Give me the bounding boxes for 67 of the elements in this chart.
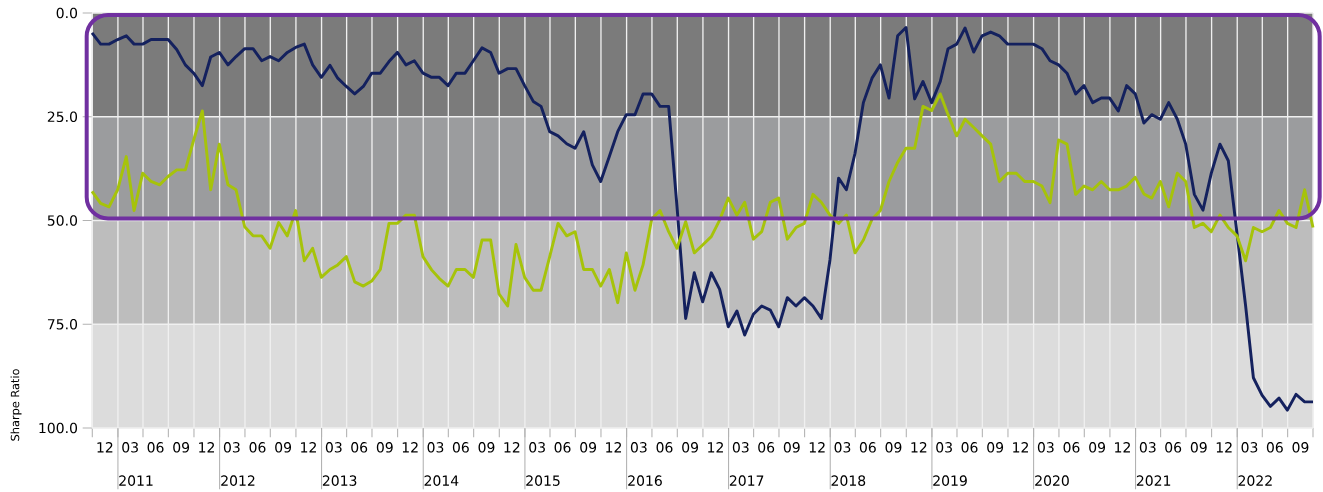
- x-tick-label: 06: [1063, 442, 1080, 453]
- x-tick-label: 09: [682, 442, 699, 453]
- y-axis-title: Sharpe Ratio: [10, 369, 22, 441]
- x2-tick-label: 2018: [831, 475, 866, 486]
- x-tick-label: 09: [1190, 442, 1207, 453]
- x-tick-label: 09: [987, 442, 1004, 453]
- x-tick-label: 06: [351, 442, 368, 453]
- x2-tick-label: 2019: [933, 475, 967, 486]
- x-tick-label: 09: [580, 442, 597, 453]
- x-tick-label: 12: [1115, 442, 1130, 453]
- x-tick-label: 12: [606, 442, 622, 453]
- x2-tick-label: 2015: [526, 475, 560, 486]
- y-tick-label: 75.0: [47, 318, 78, 330]
- x-tick-label: 06: [249, 442, 266, 453]
- x-tick-label: 03: [1037, 442, 1054, 453]
- x-tick-label: 03: [732, 442, 749, 453]
- x-tick-label: 03: [427, 442, 444, 453]
- x-tick-label: 12: [504, 442, 520, 453]
- line-series: [90, 92, 1315, 308]
- x-tick-label: 03: [630, 442, 647, 453]
- y-tick-label: 100.0: [39, 422, 78, 434]
- x-tick-label: 12: [301, 442, 316, 453]
- y-tick-label: 50.0: [47, 215, 78, 226]
- x-tick-label: 03: [1241, 442, 1258, 453]
- x-tick-label: 09: [478, 442, 495, 453]
- x2-tick-label: 2020: [1035, 475, 1069, 486]
- x2-tick-label: 2016: [628, 475, 662, 486]
- x-tick-label: 06: [554, 442, 571, 453]
- x2-tick-label: 2013: [322, 475, 357, 486]
- x-tick-label: 12: [708, 442, 723, 453]
- x-tick-label: 12: [199, 442, 215, 453]
- x-tick-label: 09: [783, 442, 800, 453]
- x-tick-label: 12: [97, 442, 113, 453]
- x-tick-label: 03: [529, 442, 545, 453]
- x2-tick-label: 2014: [424, 475, 459, 486]
- x-tick-label: 12: [1216, 442, 1232, 453]
- x-tick-label: 09: [173, 442, 190, 453]
- x-tick-label: 03: [223, 442, 240, 453]
- x-tick-label: 03: [325, 442, 342, 453]
- x-tick-label: 03: [936, 442, 952, 453]
- x2-tick-label: 2012: [221, 475, 255, 486]
- x2-tick-label: 2011: [119, 475, 153, 486]
- y-tick-label: 25.0: [47, 111, 78, 123]
- y-tick-label: 0.0: [56, 7, 78, 19]
- x-tick-label: 09: [885, 442, 902, 453]
- x-tick-label: 12: [911, 442, 927, 453]
- x-tick-label: 06: [961, 442, 978, 453]
- x2-tick-label: 2017: [729, 475, 764, 486]
- x-tick-label: 06: [758, 442, 775, 453]
- x-tick-label: 06: [1165, 442, 1182, 453]
- x-tick-label: 09: [275, 442, 292, 453]
- x-tick-label: 06: [859, 442, 876, 453]
- x-tick-label: 06: [452, 442, 469, 453]
- x-tick-label: 03: [834, 442, 851, 453]
- x-tick-label: 12: [402, 442, 418, 453]
- x-tick-label: 06: [147, 442, 164, 453]
- x-tick-label: 09: [376, 442, 393, 453]
- x-tick-label: 03: [1139, 442, 1156, 453]
- x-tick-label: 06: [656, 442, 673, 453]
- x2-tick-label: 2022: [1238, 475, 1272, 486]
- x-tick-label: 06: [1266, 442, 1283, 453]
- x-tick-label: 12: [1013, 442, 1028, 453]
- x-tick-label: 12: [809, 442, 825, 453]
- x-tick-label: 03: [122, 442, 138, 453]
- x2-tick-label: 2021: [1136, 475, 1171, 486]
- x-tick-label: 09: [1292, 442, 1309, 453]
- x-tick-label: 09: [1089, 442, 1106, 453]
